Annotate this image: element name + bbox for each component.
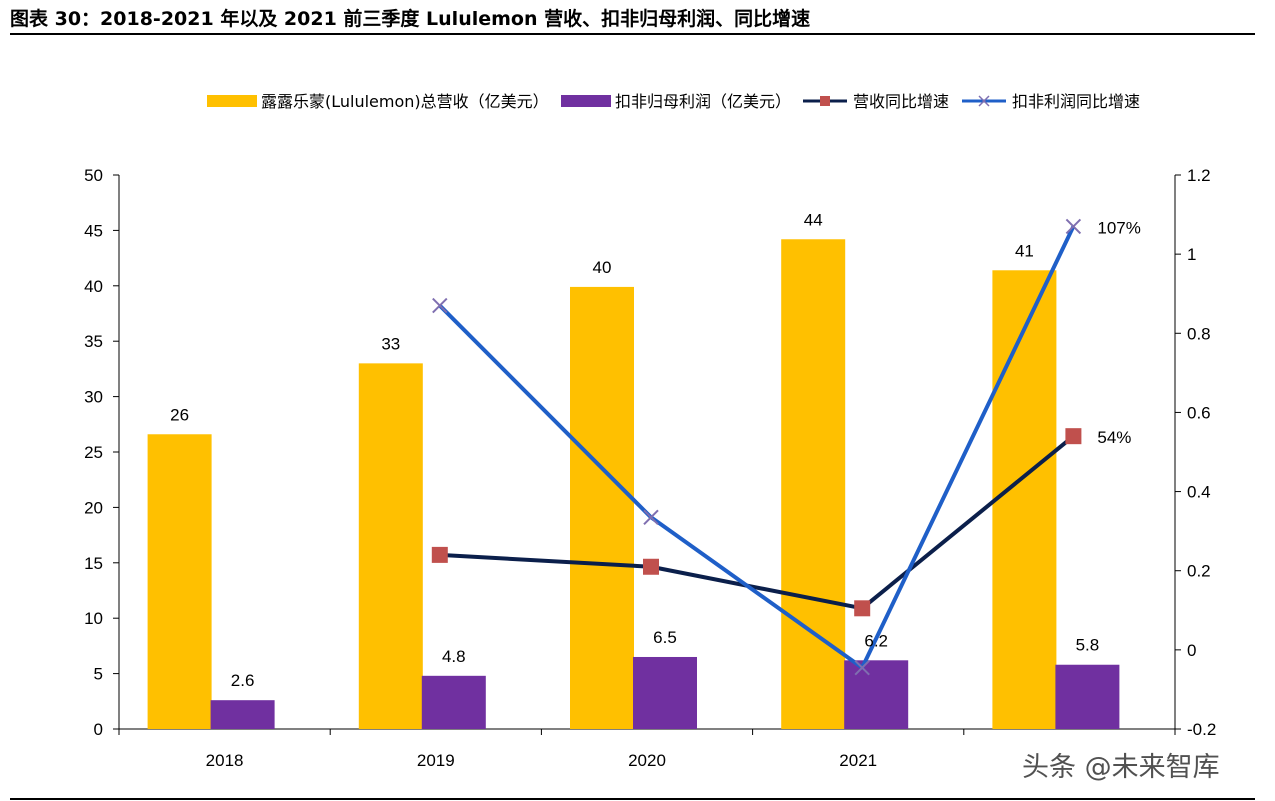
y-left-tick-label: 25 <box>84 443 103 462</box>
legend-marker-square <box>820 96 830 106</box>
x-stroke <box>978 95 990 107</box>
axes: 0 5 10 15 20 25 30 35 40 45 50 -0.2 0 0.2 0.4 0.6 0.8 1 1.… <box>84 166 1216 770</box>
bar-profit <box>1055 664 1120 729</box>
y-left-tick-label: 45 <box>84 221 103 240</box>
legend-swatch <box>207 95 257 107</box>
line-point-x <box>854 659 870 676</box>
y-right-tick-label: 0.4 <box>1187 483 1211 502</box>
x-tick-label: 2018 <box>206 751 244 770</box>
legend-label: 露露乐蒙(Lululemon)总营收（亿美元） <box>261 92 549 111</box>
bar-data-label: 26 <box>170 405 189 424</box>
bar-revenue <box>147 434 212 729</box>
top-rule <box>10 33 1255 35</box>
bottom-rule <box>10 798 1255 800</box>
series-line-2 <box>439 434 1075 611</box>
y-left-tick-label: 50 <box>84 166 103 185</box>
bar-profit <box>633 656 697 729</box>
bar-data-label: 6.2 <box>864 631 888 650</box>
figure-title: 图表 30：2018-2021 年以及 2021 前三季度 Lululemon … <box>10 8 811 30</box>
y-right-tick-label: 1 <box>1187 245 1196 264</box>
y-left-tick-label: 10 <box>84 609 103 628</box>
line-point-square <box>1065 428 1082 445</box>
bar-revenue <box>358 363 423 729</box>
line-point-square <box>854 600 871 617</box>
legend: 露露乐蒙(Lululemon)总营收（亿美元） 扣非归母利润（亿美元） 营收同比增速… <box>207 92 1140 111</box>
y-left-tick-label: 5 <box>94 665 103 684</box>
watermark: 知乎 @未来智库 头条 @未来智库 <box>945 733 1220 783</box>
line-data-label: 107% <box>1097 218 1140 237</box>
x-tick-label: 2020 <box>628 751 666 770</box>
bar-revenue <box>781 239 846 729</box>
y-right-tick-label: -0.2 <box>1187 720 1216 739</box>
x-stroke <box>1065 218 1082 235</box>
x-tick-label: 2019 <box>417 751 455 770</box>
line-point-square <box>643 558 659 575</box>
y-left-tick-label: 30 <box>84 388 103 407</box>
y-right-tick-label: 1.2 <box>1187 166 1211 185</box>
legend-swatch <box>561 95 611 107</box>
legend-label: 营收同比增速 <box>853 92 949 111</box>
legend-label: 扣非归母利润（亿美元） <box>615 92 791 111</box>
y-right-tick-label: 0.8 <box>1187 324 1211 343</box>
series-line-3 <box>438 225 1076 670</box>
x-tick-label: 2021 <box>839 751 877 770</box>
bar-data-label: 44 <box>804 210 823 229</box>
line-point-x <box>1065 218 1082 235</box>
y-left-tick-label: 20 <box>84 498 103 517</box>
line-point-x <box>432 297 448 314</box>
y-left-tick-label: 35 <box>84 332 103 351</box>
bar-data-label: 4.8 <box>442 647 466 666</box>
bar-data-label: 6.5 <box>653 628 677 647</box>
line-data-label: 54% <box>1097 428 1131 447</box>
y-left-tick-label: 40 <box>84 277 103 296</box>
watermark-line-1: 知乎 @未来智库 <box>945 733 1143 764</box>
line-point-square <box>431 546 448 563</box>
bar-revenue <box>992 270 1057 729</box>
bars <box>147 239 1120 729</box>
y-left-tick-label: 15 <box>84 554 103 573</box>
bar-profit <box>210 700 275 729</box>
bar-data-label: 33 <box>381 334 400 353</box>
x-stroke <box>854 659 870 676</box>
y-right-tick-label: 0 <box>1187 641 1196 660</box>
bar-data-label: 2.6 <box>231 671 255 690</box>
bar-profit <box>844 660 909 729</box>
y-right-tick-label: 0.6 <box>1187 403 1211 422</box>
y-left-tick-label: 0 <box>94 720 103 739</box>
bar-revenue <box>570 286 634 729</box>
x-stroke <box>643 509 659 525</box>
watermark-line-2: 头条 @未来智库 <box>1022 752 1220 783</box>
lines <box>431 218 1082 676</box>
y-right-tick-label: 0.2 <box>1187 562 1211 581</box>
bar-data-label: 40 <box>593 258 612 277</box>
legend-label: 扣非利润同比增速 <box>1012 92 1140 111</box>
bar-data-label: 41 <box>1015 241 1034 260</box>
legend-marker-x <box>978 95 990 107</box>
line-point-x <box>643 509 659 525</box>
x-stroke <box>432 297 448 314</box>
bar-profit <box>421 675 486 729</box>
bar-data-label: 5.8 <box>1076 636 1100 655</box>
data-labels: 26 33 40 44 41 2.6 4.8 6.5 6.2 5.8 54% 107% <box>170 210 1141 690</box>
